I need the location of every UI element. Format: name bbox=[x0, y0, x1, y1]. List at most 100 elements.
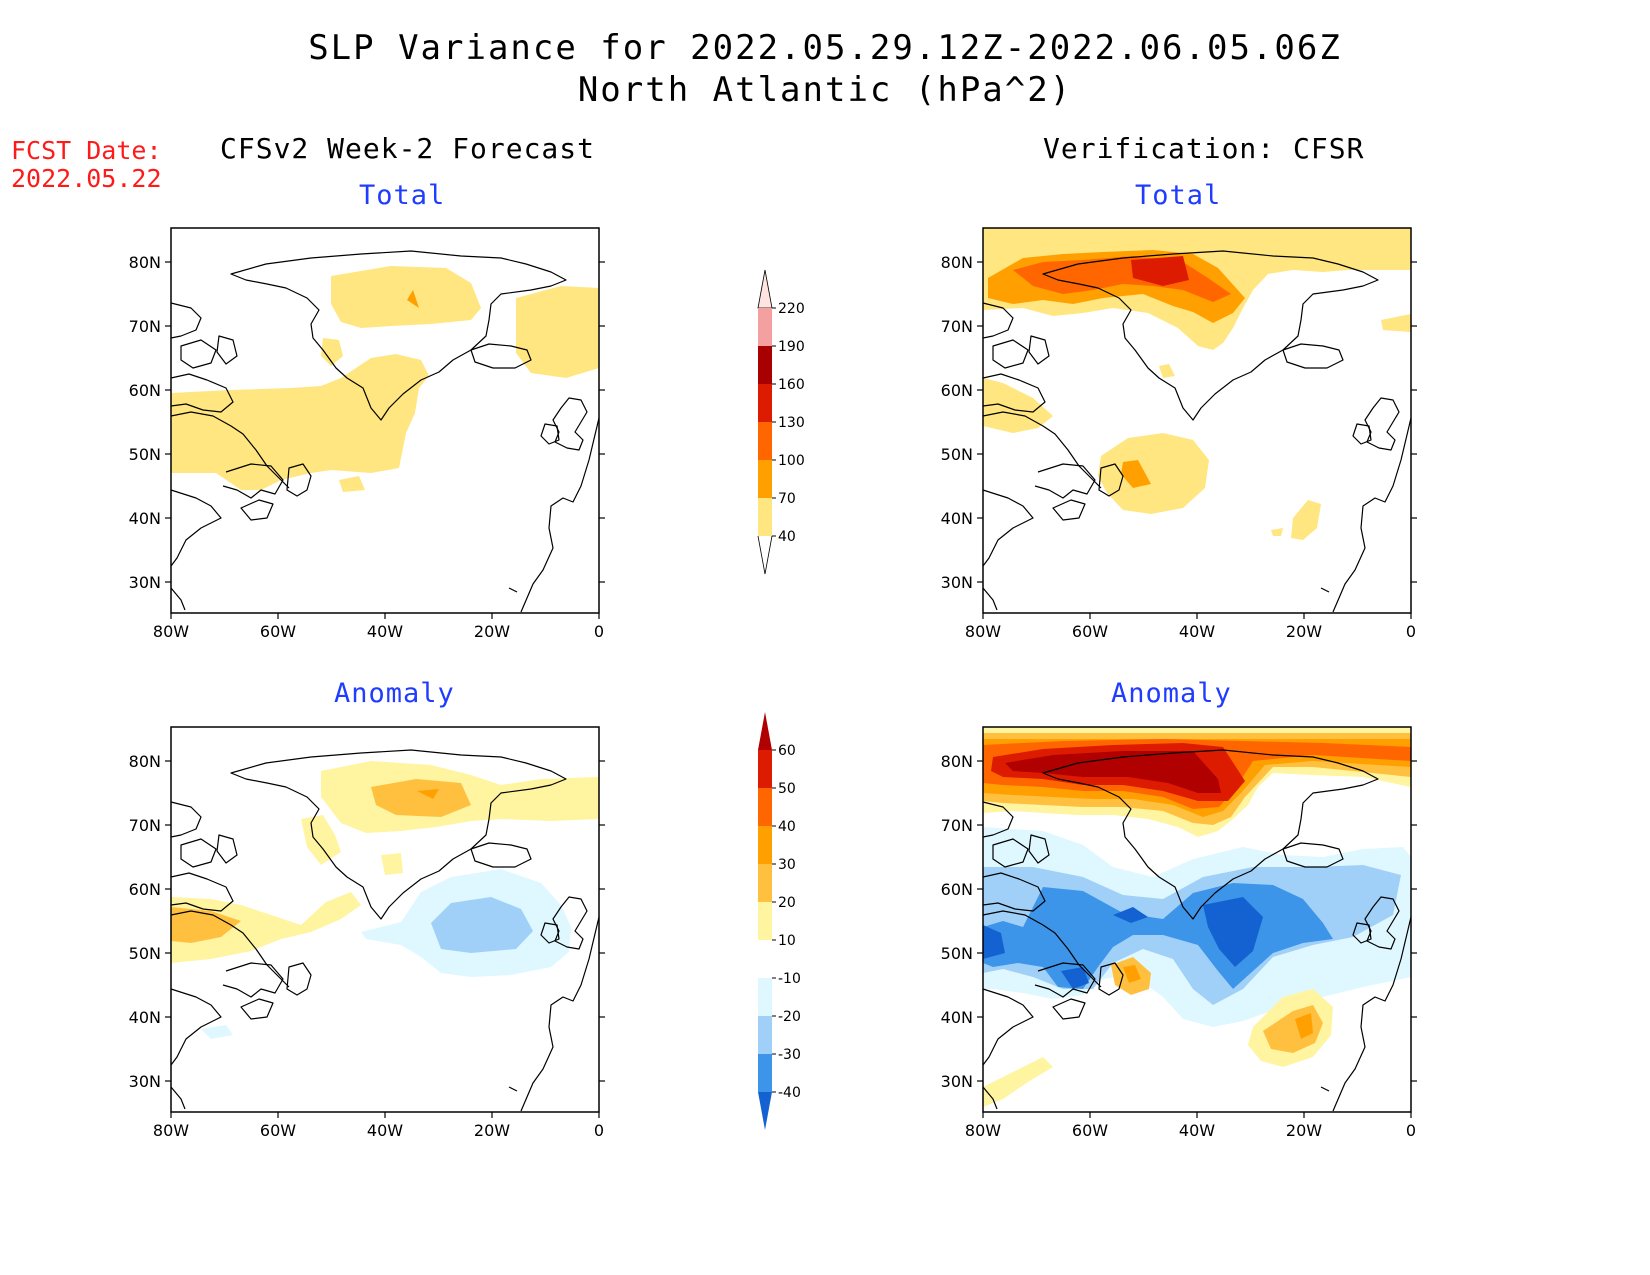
colorbar-swatch bbox=[758, 460, 772, 498]
lat-tick-label: 70N bbox=[129, 816, 161, 835]
lat-tick-label: 70N bbox=[941, 816, 973, 835]
lon-tick-label: 80W bbox=[153, 1121, 189, 1140]
lat-tick-label: 30N bbox=[129, 573, 161, 592]
lat-tick-label: 60N bbox=[129, 880, 161, 899]
colorbar-arrow-bottom bbox=[758, 1092, 772, 1130]
fcst-date-block: FCST Date: 2022.05.22 bbox=[11, 137, 162, 193]
colorbar-swatch bbox=[758, 308, 772, 346]
lat-tick-label: 60N bbox=[941, 880, 973, 899]
verification-total-map bbox=[982, 227, 1412, 614]
lat-tick-label: 80N bbox=[129, 752, 161, 771]
forecast-total-contour-peak bbox=[407, 290, 419, 308]
lat-tick-label: 40N bbox=[129, 1008, 161, 1027]
colorbar-swatch bbox=[758, 1016, 772, 1054]
verification-column-title: Verification: CFSR bbox=[1043, 132, 1365, 165]
forecast-anomaly-map bbox=[170, 726, 600, 1113]
verification-anomaly-contour-azores-30 bbox=[1295, 1013, 1313, 1039]
lon-tick-label: 60W bbox=[260, 1121, 296, 1140]
lat-tick-label: 70N bbox=[129, 317, 161, 336]
lon-tick-label: 80W bbox=[965, 622, 1001, 641]
forecast-anomaly-contour-orange bbox=[371, 779, 471, 817]
lon-tick-label: 20W bbox=[1286, 1121, 1322, 1140]
lon-tick-label: 0 bbox=[594, 622, 604, 641]
lon-tick-label: 40W bbox=[367, 622, 403, 641]
verification-total-contour-small bbox=[1271, 528, 1283, 536]
colorbar-swatch bbox=[758, 826, 772, 864]
verification-anomaly-contour-neg40-west bbox=[983, 925, 1005, 959]
colorbar-level-label: 40 bbox=[778, 529, 796, 545]
forecast-anomaly-contour-west-greenland bbox=[301, 815, 341, 865]
forecast-total-contour-west bbox=[171, 354, 429, 490]
main-title: SLP Variance for 2022.05.29.12Z-2022.06.… bbox=[308, 28, 1342, 68]
colorbar-level-label: 50 bbox=[778, 781, 796, 797]
colorbar-swatch bbox=[758, 422, 772, 460]
verification-anomaly-contour-neg40-newf bbox=[1061, 967, 1089, 989]
colorbar-level-label: -30 bbox=[778, 1047, 801, 1063]
lon-tick-label: 60W bbox=[1072, 1121, 1108, 1140]
lat-tick-label: 50N bbox=[941, 445, 973, 464]
verification-anomaly-contour-newf-peak bbox=[1123, 965, 1141, 983]
colorbar-level-label: 40 bbox=[778, 819, 796, 835]
lon-tick-label: 0 bbox=[594, 1121, 604, 1140]
forecast-total-title: Total bbox=[359, 180, 446, 211]
verification-anomaly-map bbox=[982, 726, 1412, 1113]
lat-tick-label: 30N bbox=[129, 1072, 161, 1091]
colorbar-swatch bbox=[758, 978, 772, 1016]
colorbar-arrow-top bbox=[757, 269, 773, 309]
forecast-anomaly-contour-small bbox=[381, 853, 403, 875]
lat-tick-label: 30N bbox=[941, 1072, 973, 1091]
lat-tick-label: 80N bbox=[941, 253, 973, 272]
colorbar-swatch bbox=[758, 864, 772, 902]
colorbar-swatch bbox=[758, 1054, 772, 1092]
axis-ticks: 80N 70N 60N 50N 40N 30N 80W 60W 40W 20W 0 80N 70N 60N… bbox=[129, 253, 1417, 1140]
main-subtitle: North Atlantic (hPa^2) bbox=[577, 70, 1073, 110]
verification-total-contour-newfoundland bbox=[1098, 433, 1209, 514]
colorbar-level-label: -20 bbox=[778, 1009, 801, 1025]
verification-total-contour-east bbox=[1381, 314, 1411, 332]
verification-total-contour-tiny bbox=[1159, 364, 1175, 378]
colorbar-swatch bbox=[758, 940, 772, 978]
lon-tick-label: 60W bbox=[260, 622, 296, 641]
lat-tick-label: 50N bbox=[129, 944, 161, 963]
colorbar-swatch bbox=[758, 788, 772, 826]
lon-tick-label: 60W bbox=[1072, 622, 1108, 641]
lon-tick-label: 80W bbox=[965, 1121, 1001, 1140]
total-colorbar: 220 190 160 130 100 70 40 bbox=[757, 269, 805, 575]
forecast-total-map bbox=[170, 227, 600, 614]
verification-total-contour-azores bbox=[1291, 500, 1321, 540]
lat-tick-label: 40N bbox=[941, 509, 973, 528]
forecast-total-contour-east bbox=[516, 286, 599, 378]
verification-anomaly-contour-neg40-east bbox=[1203, 897, 1263, 967]
colorbar-level-label: -40 bbox=[778, 1085, 801, 1101]
lon-tick-label: 0 bbox=[1406, 622, 1416, 641]
verification-anomaly-contour-neg40-mid bbox=[1113, 907, 1148, 923]
verification-total-title: Total bbox=[1135, 180, 1222, 211]
colorbar-swatch bbox=[758, 750, 772, 788]
lat-tick-label: 60N bbox=[129, 381, 161, 400]
lat-tick-label: 80N bbox=[941, 752, 973, 771]
fcst-date-label: FCST Date: bbox=[11, 136, 162, 165]
lon-tick-label: 40W bbox=[367, 1121, 403, 1140]
lat-tick-label: 50N bbox=[941, 944, 973, 963]
lon-tick-label: 20W bbox=[1286, 622, 1322, 641]
lon-tick-label: 40W bbox=[1179, 1121, 1215, 1140]
forecast-anomaly-contour-neg-small bbox=[201, 1025, 233, 1039]
lon-tick-label: 40W bbox=[1179, 622, 1215, 641]
forecast-total-contour-small bbox=[321, 338, 343, 366]
forecast-anomaly-contour-lab bbox=[171, 892, 361, 963]
colorbar-level-label: 10 bbox=[778, 933, 796, 949]
colorbar-level-label: 20 bbox=[778, 895, 796, 911]
lat-tick-label: 50N bbox=[129, 445, 161, 464]
verification-total-contour-newfoundland-peak bbox=[1121, 460, 1151, 488]
lat-tick-label: 80N bbox=[129, 253, 161, 272]
colorbar-swatch bbox=[758, 384, 772, 422]
lon-tick-label: 20W bbox=[474, 622, 510, 641]
colorbar-swatch bbox=[758, 346, 772, 384]
lat-tick-label: 70N bbox=[941, 317, 973, 336]
forecast-anomaly-contour-lab-orange bbox=[171, 907, 241, 943]
colorbar-level-label: 130 bbox=[778, 415, 805, 431]
verification-total-contour-lab bbox=[983, 378, 1053, 433]
verification-anomaly-contour-south bbox=[983, 1057, 1053, 1107]
colorbar-arrow-top bbox=[758, 712, 772, 750]
forecast-column-title: CFSv2 Week-2 Forecast bbox=[220, 132, 596, 165]
